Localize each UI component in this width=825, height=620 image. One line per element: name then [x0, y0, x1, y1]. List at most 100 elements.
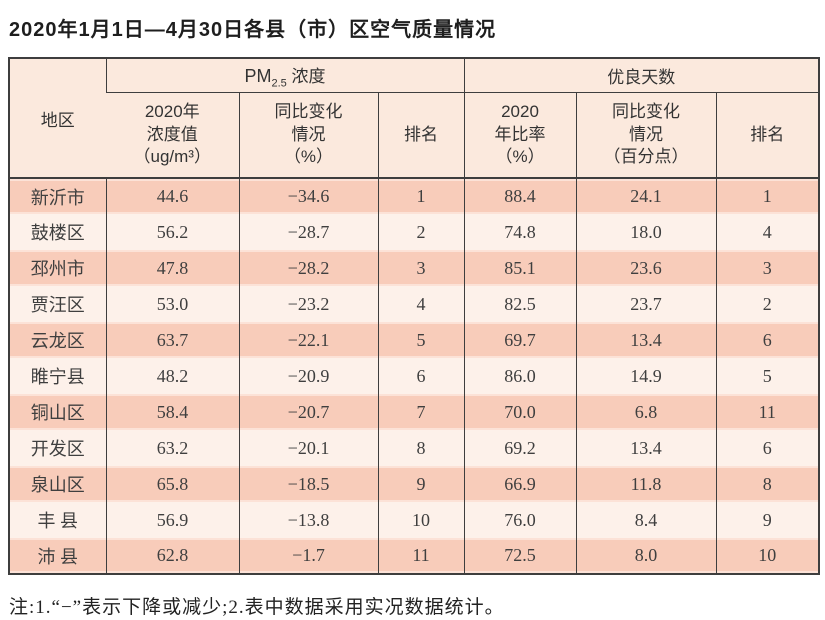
gd-change-cell: 24.1 [575, 178, 717, 214]
gd-change-cell: 8.0 [575, 538, 717, 574]
table-row: 邳州市 47.8 −28.2 3 85.1 23.6 3 [9, 250, 820, 286]
region-cell: 邳州市 [9, 250, 106, 286]
gd-ratio-cell: 82.5 [463, 286, 577, 322]
table-row: 鼓楼区 56.2 −28.7 2 74.8 18.0 4 [9, 214, 820, 250]
column-group-good-days: 优良天数 [463, 58, 820, 93]
gd-change-cell: 11.8 [575, 466, 717, 502]
pm-rank-cell: 11 [377, 538, 465, 574]
gd-change-cell: 14.9 [575, 358, 717, 394]
pm-rank-cell: 1 [377, 178, 465, 214]
gd-ratio-cell: 69.2 [463, 430, 577, 466]
pm-rank-cell: 9 [377, 466, 465, 502]
column-header-pm-rank: 排名 [377, 92, 465, 179]
pm-change-cell: −20.9 [238, 358, 378, 394]
pm-value-cell: 63.7 [105, 322, 239, 358]
column-header-pm-change: 同比变化 情况 （%） [238, 92, 378, 179]
gd-ratio-cell: 76.0 [463, 502, 577, 538]
pm-rank-cell: 3 [377, 250, 465, 286]
pm-value-cell: 63.2 [105, 430, 239, 466]
pm-value-cell: 56.9 [105, 502, 239, 538]
gd-ratio-cell: 85.1 [463, 250, 577, 286]
table-header: 地区 PM2.5 浓度 优良天数 2020年 浓度值 （ug/m³） 同比变化 … [9, 58, 820, 179]
pm-rank-cell: 6 [377, 358, 465, 394]
region-cell: 睢宁县 [30, 367, 85, 387]
pm-change-cell: −34.6 [238, 178, 378, 214]
pm-rank-cell: 5 [377, 322, 465, 358]
pm-value-cell: 65.8 [105, 466, 239, 502]
gd-rank-cell: 1 [715, 178, 820, 214]
region-cell: 新沂市 [9, 178, 106, 214]
region-cell: 泉山区 [9, 466, 106, 502]
gd-change-cell: 18.0 [575, 214, 717, 250]
group-header-row: 地区 PM2.5 浓度 优良天数 [9, 58, 820, 179]
table-row: 丰 县 56.9 −13.8 10 76.0 8.4 9 [9, 502, 820, 538]
column-header-gd-ratio: 2020 年比率 （%） [463, 92, 577, 179]
table-row: 铜山区 58.4 −20.7 7 70.0 6.8 11 [9, 394, 820, 430]
gd-change-cell: 23.6 [575, 250, 717, 286]
gd-ratio-cell: 88.4 [463, 178, 577, 214]
gd-rank-cell: 5 [715, 358, 820, 394]
table-row: 贾汪区 53.0 −23.2 4 82.5 23.7 2 [9, 286, 820, 322]
pm-value-cell: 56.2 [105, 214, 239, 250]
pm-rank-cell: 7 [377, 394, 465, 430]
column-header-region: 地区 [9, 58, 106, 179]
gd-rank-cell: 6 [715, 430, 820, 466]
region-cell: 贾汪区 [30, 295, 85, 315]
table-row: 新沂市 44.6 −34.6 1 88.4 24.1 1 [9, 178, 820, 214]
pm-value-cell: 47.8 [105, 250, 239, 286]
gd-rank-cell: 2 [715, 286, 820, 322]
pm-rank-cell: 2 [377, 214, 465, 250]
gd-rank-cell: 3 [715, 250, 820, 286]
pm25-label-suffix: 浓度 [286, 66, 326, 86]
sub-header-row: 2020年 浓度值 （ug/m³） 同比变化 情况 （%） 排名 2020 年比… [9, 92, 820, 179]
table-row: 睢宁县 48.2 −20.9 6 86.0 14.9 5 [9, 358, 820, 394]
gd-ratio-cell: 86.0 [463, 358, 577, 394]
pm-change-cell: −20.7 [238, 394, 378, 430]
gd-change-cell: 13.4 [575, 322, 717, 358]
pm-rank-cell: 4 [377, 286, 465, 322]
table-row: 云龙区 63.7 −22.1 5 69.7 13.4 6 [9, 322, 820, 358]
table-row: 沛 县 62.8 −1.7 11 72.5 8.0 10 [9, 538, 820, 574]
gd-rank-cell: 9 [715, 502, 820, 538]
gd-rank-cell: 4 [715, 214, 820, 250]
pm25-label-subscript: 2.5 [271, 76, 287, 89]
gd-ratio-cell: 66.9 [463, 466, 577, 502]
region-cell: 铜山区 [9, 394, 106, 430]
pm-value-cell: 58.4 [105, 394, 239, 430]
gd-ratio-cell: 69.7 [463, 322, 577, 358]
pm-change-cell: −20.1 [238, 430, 378, 466]
pm25-label-prefix: PM [244, 65, 272, 86]
gd-change-cell: 13.4 [575, 430, 717, 466]
gd-rank-cell: 8 [715, 466, 820, 502]
pm-value-cell: 53.0 [105, 286, 239, 322]
gd-rank-cell: 10 [715, 538, 820, 574]
gd-change-cell: 8.4 [575, 502, 717, 538]
pm-rank-cell: 8 [377, 430, 465, 466]
pm-change-cell: −13.8 [238, 502, 378, 538]
column-header-gd-change: 同比变化 情况 （百分点） [575, 92, 717, 179]
gd-change-cell: 6.8 [575, 394, 717, 430]
pm-value-cell: 48.2 [105, 358, 239, 394]
gd-rank-cell: 6 [715, 322, 820, 358]
pm-change-cell: −1.7 [238, 538, 378, 574]
column-header-pm-value: 2020年 浓度值 （ug/m³） [106, 92, 239, 179]
column-group-pm25: PM2.5 浓度 [105, 58, 465, 93]
gd-ratio-cell: 74.8 [463, 214, 577, 250]
region-cell: 沛 县 [9, 538, 106, 574]
region-cell: 云龙区 [9, 322, 106, 358]
gd-ratio-cell: 72.5 [463, 538, 577, 574]
pm-value-cell: 44.6 [105, 178, 239, 214]
column-header-gd-rank: 排名 [715, 92, 820, 179]
region-cell: 开发区 [30, 439, 85, 459]
region-cell: 鼓楼区 [30, 223, 85, 243]
pm-change-cell: −28.7 [238, 214, 378, 250]
region-cell: 丰 县 [37, 511, 79, 531]
pm-change-cell: −23.2 [238, 286, 378, 322]
table-row: 开发区 63.2 −20.1 8 69.2 13.4 6 [9, 430, 820, 466]
pm-change-cell: −18.5 [238, 466, 378, 502]
gd-ratio-cell: 70.0 [463, 394, 577, 430]
page-title: 2020年1月1日—4月30日各县（市）区空气质量情况 [9, 19, 497, 41]
pm-rank-cell: 10 [377, 502, 465, 538]
gd-change-cell: 23.7 [575, 286, 717, 322]
pm-change-cell: −28.2 [238, 250, 378, 286]
